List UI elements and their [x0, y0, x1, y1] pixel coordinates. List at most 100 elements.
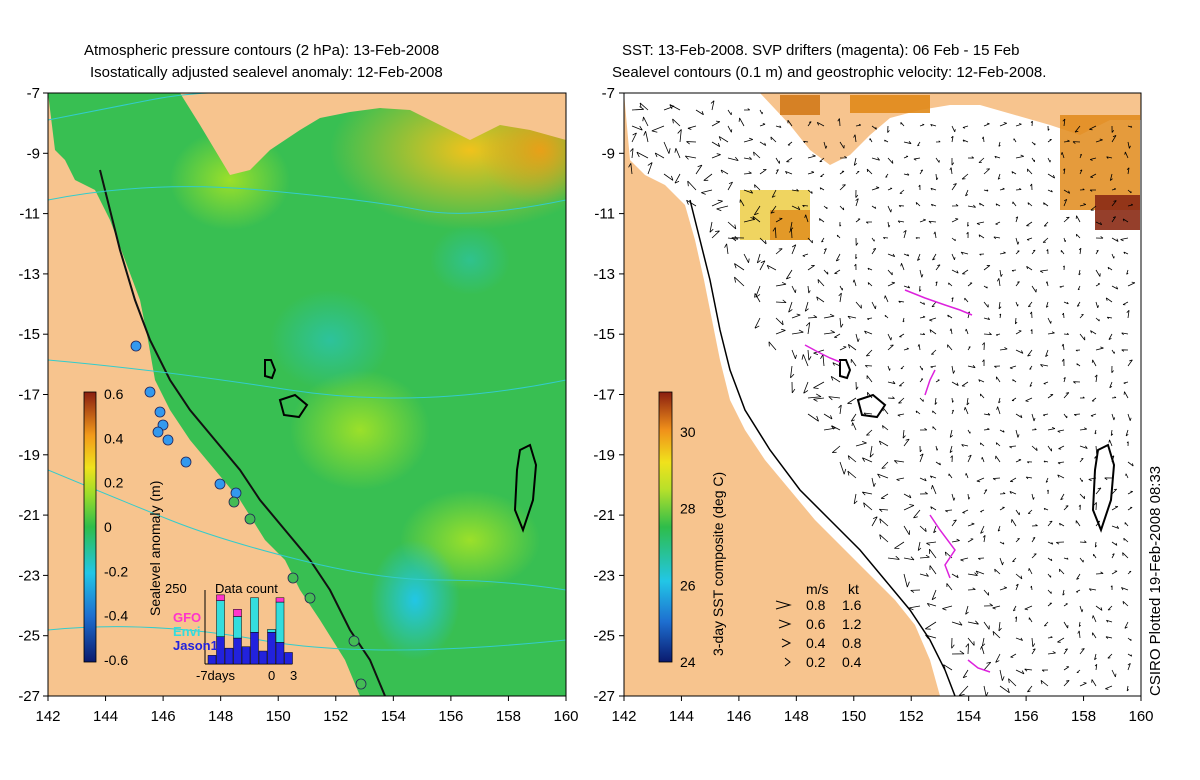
left-lat-label: -17	[18, 387, 40, 404]
velocity-arrow	[791, 205, 801, 211]
velocity-arrow	[807, 413, 819, 422]
velocity-arrow	[983, 603, 993, 607]
velocity-arrow	[836, 234, 841, 239]
velocity-arrow	[903, 525, 911, 535]
velocity-arrow	[1047, 189, 1053, 193]
velocity-arrow	[839, 346, 847, 351]
count-x-label: -7days	[196, 668, 236, 683]
count-bar-jason	[207, 655, 217, 665]
velocity-arrow	[1126, 685, 1129, 692]
velocity-arrow	[958, 685, 969, 696]
velocity-arrow	[999, 347, 1008, 351]
velocity-arrow	[871, 237, 875, 242]
velocity-arrow	[1030, 329, 1033, 335]
velocity-arrow	[839, 170, 845, 175]
velocity-arrow	[1127, 506, 1133, 511]
velocity-arrow	[807, 393, 822, 399]
velocity-arrow	[998, 621, 1002, 632]
velocity-arrow	[903, 347, 909, 351]
velocity-arrow	[979, 202, 985, 207]
velocity-arrow	[1031, 428, 1037, 431]
velocity-arrow	[830, 375, 841, 383]
velocity-arrow	[1079, 169, 1083, 175]
velocity-arrow	[982, 359, 985, 367]
velocity-arrow	[951, 269, 959, 274]
velocity-arrow	[1015, 330, 1022, 335]
velocity-arrow	[1106, 619, 1113, 623]
velocity-arrow	[695, 109, 704, 116]
velocity-arrow	[1026, 461, 1033, 464]
right-lat-label: -15	[593, 326, 615, 343]
right-lon-label: 146	[726, 708, 751, 725]
velocity-arrow	[639, 102, 649, 111]
velocity-arrow	[935, 461, 941, 466]
velocity-arrow	[1079, 333, 1086, 341]
velocity-arrow	[821, 237, 825, 243]
velocity-arrow	[871, 125, 877, 130]
velocity-arrow	[839, 285, 844, 291]
velocity-arrow	[998, 301, 1002, 310]
velocity-arrow	[1063, 198, 1068, 207]
velocity-arrow	[802, 204, 809, 208]
velocity-arrow	[930, 365, 937, 369]
velocity-arrow	[1073, 381, 1081, 384]
velocity-arrow	[1031, 553, 1037, 559]
velocity-arrow	[775, 169, 779, 175]
velocity-arrow	[1111, 187, 1117, 191]
velocity-arrow	[1079, 540, 1087, 543]
velocity-arrow	[1063, 189, 1071, 194]
sst-tick-label: 30	[680, 424, 696, 440]
velocity-arrow	[999, 541, 1005, 545]
velocity-arrow	[1047, 173, 1056, 179]
velocity-arrow	[1111, 669, 1117, 678]
velocity-arrow	[1043, 221, 1049, 227]
velocity-arrow	[967, 204, 976, 208]
velocity-arrow	[1047, 573, 1052, 578]
velocity-arrow	[788, 301, 793, 313]
velocity-arrow	[978, 379, 985, 383]
velocity-arrow	[775, 157, 781, 164]
velocity-arrow	[1095, 487, 1102, 495]
velocity-arrow	[931, 301, 937, 308]
velocity-arrow	[994, 365, 1001, 368]
velocity-arrow	[1062, 589, 1065, 596]
right-lon-label: 144	[669, 708, 694, 725]
right-lon-label: 150	[841, 708, 866, 725]
velocity-arrow	[1076, 301, 1081, 307]
velocity-arrow	[1126, 309, 1130, 319]
velocity-arrow	[1127, 281, 1136, 287]
velocity-arrow	[1029, 183, 1033, 191]
velocity-arrow	[919, 332, 926, 336]
velocity-arrow	[931, 485, 937, 495]
velocity-arrow	[946, 583, 953, 591]
velocity-arrow	[871, 247, 877, 255]
velocity-arrow	[775, 281, 787, 287]
velocity-arrow	[1009, 365, 1017, 370]
velocity-arrow	[917, 541, 922, 551]
velocity-arrow	[903, 504, 915, 511]
velocity-arrow	[887, 205, 892, 213]
velocity-arrow	[711, 199, 723, 207]
velocity-arrow	[935, 445, 939, 451]
velocity-arrow	[935, 157, 940, 163]
velocity-arrow	[1063, 680, 1070, 687]
velocity-arrow	[1062, 168, 1066, 175]
velocity-arrow	[1111, 413, 1116, 421]
left-lat-label: -9	[27, 145, 40, 162]
velocity-arrow	[1104, 477, 1113, 481]
velocity-arrow	[1043, 621, 1049, 627]
sst-tick-label: 24	[680, 654, 696, 670]
right-lat-label: -21	[593, 507, 615, 524]
velocity-arrow	[1095, 283, 1101, 287]
velocity-arrow	[931, 349, 937, 355]
velocity-arrow	[1045, 301, 1049, 308]
velocity-arrow	[775, 299, 787, 304]
velocity-arrow	[998, 397, 1001, 404]
velocity-arrow	[898, 397, 905, 404]
velocity-arrow	[1040, 680, 1049, 687]
velocity-arrow	[786, 157, 793, 163]
velocity-arrow	[887, 187, 893, 191]
velocity-arrow	[932, 410, 937, 415]
velocity-arrow	[967, 346, 971, 351]
velocity-arrow	[994, 568, 1001, 575]
